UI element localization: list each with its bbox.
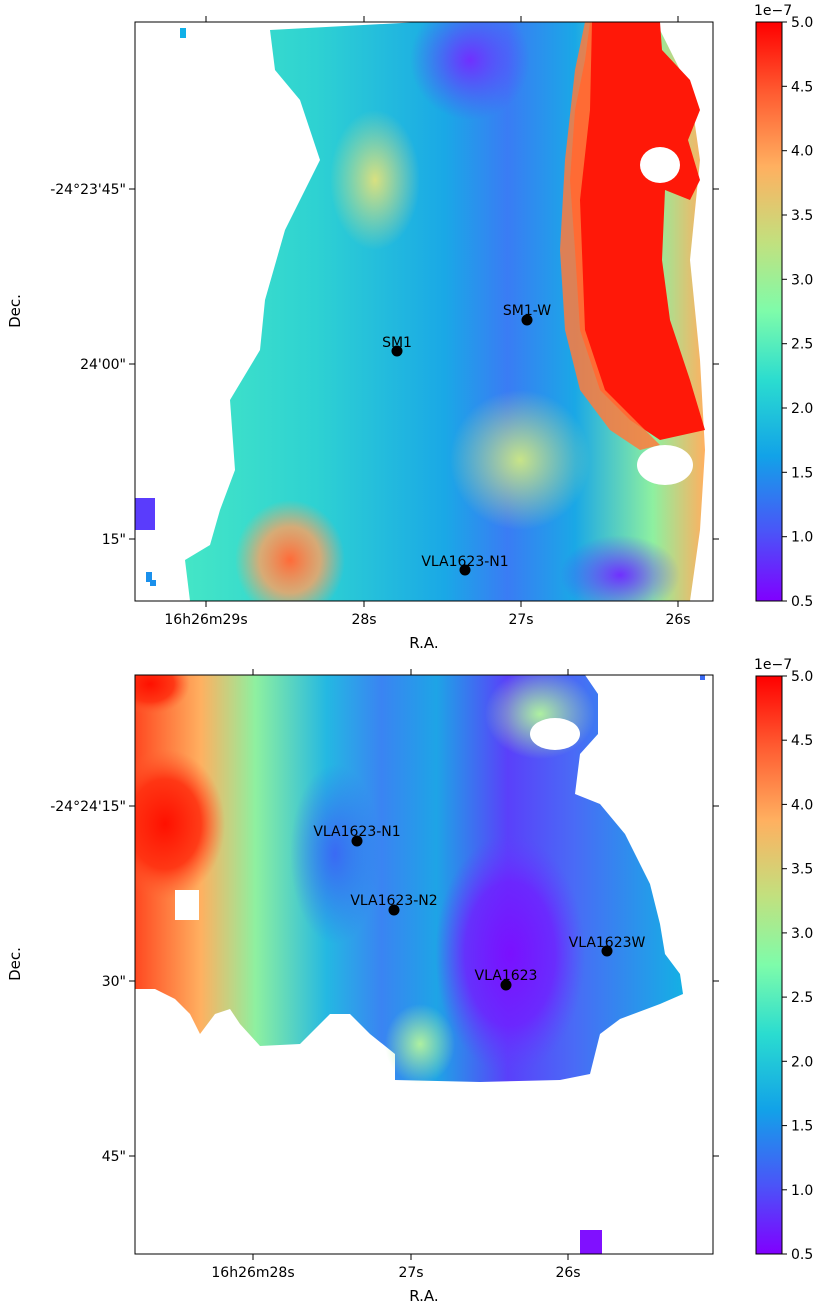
bottom-cbar-tick-1: 1.0 — [791, 1183, 813, 1199]
source-marker-vla1623-n2 — [388, 904, 400, 916]
top-y-tick-1: 24'00" — [80, 357, 126, 373]
top-y-tick-0: -24°23'45" — [50, 182, 126, 198]
top-source-markers: SM1-W SM1 VLA1623-N1 — [382, 303, 551, 576]
bottom-cbar-tick-4: 2.5 — [791, 990, 813, 1006]
bottom-x-axis-label: R.A. — [409, 1287, 438, 1305]
top-cbar-tick-4: 2.5 — [791, 337, 813, 353]
source-label-vla1623-n2: VLA1623-N2 — [350, 893, 437, 909]
source-label-vla1623: VLA1623 — [475, 968, 538, 984]
bottom-cbar-tick-3: 2.0 — [791, 1054, 813, 1070]
top-cbar-tick-0: 0.5 — [791, 594, 813, 610]
bottom-intensity-map — [135, 675, 705, 1254]
top-cbar-tick-3: 2.0 — [791, 401, 813, 417]
top-map-svg: 16h26m29s 28s 27s 26s -24°23'45" 24'00" … — [6, 3, 813, 652]
top-cbar-tick-6: 3.5 — [791, 208, 813, 224]
bottom-cbar-tick-5: 3.0 — [791, 926, 813, 942]
top-y-ticks: -24°23'45" 24'00" 15" — [50, 182, 719, 548]
top-x-tick-0: 16h26m29s — [164, 612, 247, 628]
top-cbar-tick-2: 1.5 — [791, 465, 813, 481]
bottom-y-tick-1: 30" — [102, 974, 126, 990]
source-marker-vla1623 — [500, 979, 512, 991]
bottom-cbar-tick-6: 3.5 — [791, 862, 813, 878]
source-label-vla1623-n1: VLA1623-N1 — [421, 554, 508, 570]
bottom-cbar-tick-7: 4.0 — [791, 797, 813, 813]
source-label-sm1-w: SM1-W — [503, 303, 551, 319]
source-marker-sm1-w — [521, 314, 533, 326]
top-y-tick-2: 15" — [102, 532, 126, 548]
top-cbar-tick-7: 4.0 — [791, 144, 813, 160]
top-y-axis-label: Dec. — [6, 294, 24, 328]
source-marker-vla1623-n1-b — [351, 835, 363, 847]
bottom-colorbar-multiplier: 1e−7 — [754, 657, 792, 673]
bottom-y-ticks: -24°24'15" 30" 45" — [50, 799, 719, 1165]
bottom-x-tick-0: 16h26m28s — [211, 1265, 294, 1281]
bottom-source-markers: VLA1623-N1 VLA1623-N2 VLA1623W VLA1623 — [313, 824, 646, 991]
bottom-cbar-tick-2: 1.5 — [791, 1119, 813, 1135]
top-colorbar: 1e−7 0.5 1.0 1.5 2.0 2.5 3.0 3.5 4.0 4.5… — [754, 3, 813, 610]
bottom-y-tick-0: -24°24'15" — [50, 799, 126, 815]
top-cbar-tick-8: 4.5 — [791, 79, 813, 95]
bottom-y-axis-label: Dec. — [6, 947, 24, 981]
bottom-cbar-tick-0: 0.5 — [791, 1247, 813, 1263]
bottom-cbar-tick-9: 5.0 — [791, 669, 813, 685]
bottom-cbar-tick-8: 4.5 — [791, 733, 813, 749]
source-label-vla1623-n1-b: VLA1623-N1 — [313, 824, 400, 840]
top-x-tick-2: 27s — [508, 612, 533, 628]
top-cbar-tick-9: 5.0 — [791, 15, 813, 31]
source-marker-vla1623w — [601, 945, 613, 957]
bottom-map-svg: 16h26m28s 27s 26s -24°24'15" 30" 45" R.A… — [6, 657, 813, 1305]
top-colorbar-multiplier: 1e−7 — [754, 3, 792, 19]
bottom-x-tick-2: 26s — [555, 1265, 580, 1281]
bottom-map-panel: 16h26m28s 27s 26s -24°24'15" 30" 45" R.A… — [0, 654, 830, 1309]
bottom-colorbar: 1e−7 0.5 1.0 1.5 2.0 2.5 3.0 3.5 4.0 4.5… — [754, 657, 813, 1263]
top-x-tick-1: 28s — [351, 612, 376, 628]
source-marker-sm1 — [391, 345, 403, 357]
top-cbar-tick-5: 3.0 — [791, 272, 813, 288]
bottom-x-tick-1: 27s — [398, 1265, 423, 1281]
source-label-vla1623w: VLA1623W — [569, 935, 646, 951]
top-map-panel: 16h26m29s 28s 27s 26s -24°23'45" 24'00" … — [0, 0, 830, 654]
source-marker-vla1623-n1 — [459, 564, 471, 576]
bottom-y-tick-2: 45" — [102, 1149, 126, 1165]
top-x-tick-3: 26s — [665, 612, 690, 628]
bottom-x-ticks: 16h26m28s 27s 26s — [211, 669, 581, 1281]
top-x-axis-label: R.A. — [409, 634, 438, 652]
top-cbar-tick-1: 1.0 — [791, 530, 813, 546]
top-x-ticks: 16h26m29s 28s 27s 26s — [164, 16, 691, 628]
top-intensity-map — [135, 22, 705, 601]
source-label-sm1: SM1 — [382, 335, 412, 351]
